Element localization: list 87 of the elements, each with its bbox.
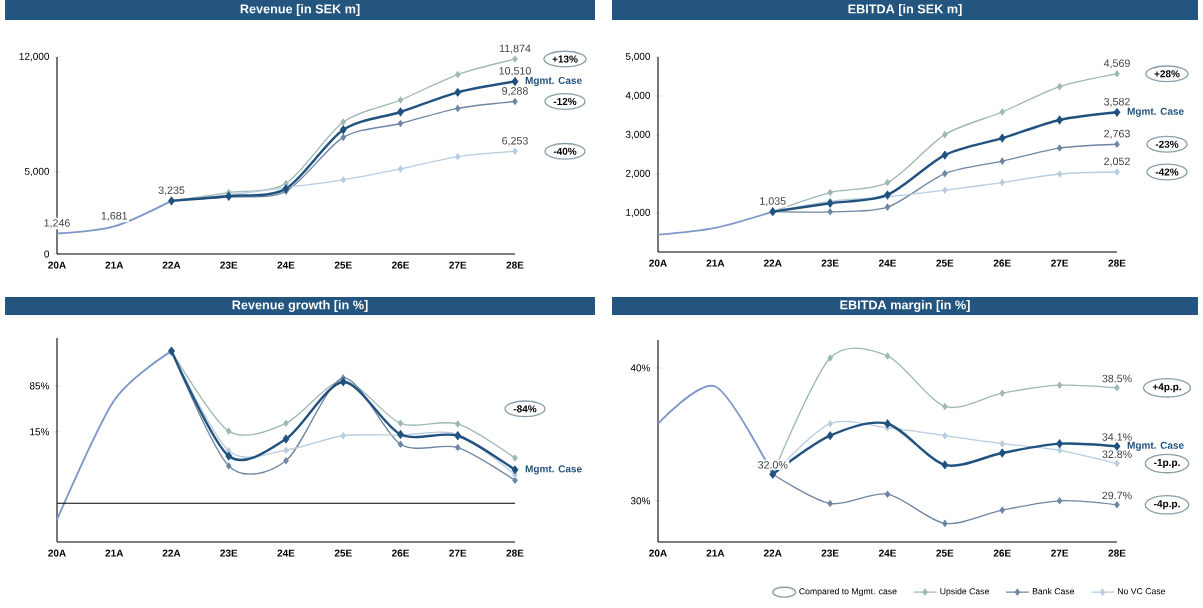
chart-title: Revenue [in SEK m]	[240, 4, 360, 16]
data-label: 4,569	[1103, 59, 1130, 69]
y-tick-label: 12,000	[19, 52, 50, 62]
x-tick-label: 25E	[334, 261, 352, 269]
data-label: 11,874	[499, 44, 531, 54]
x-tick-label: 21A	[706, 259, 725, 267]
x-tick-label: 22A	[162, 549, 181, 557]
data-label: 1,246	[44, 219, 70, 228]
x-tick-label: 28E	[506, 261, 524, 269]
series-label: Mgmt. Case	[525, 465, 582, 475]
y-tick-label: 40%	[630, 364, 651, 372]
x-tick-label: 26E	[993, 549, 1011, 557]
x-tick-label: 25E	[936, 259, 954, 267]
x-tick-label: 23E	[821, 549, 839, 557]
text: +28%	[1154, 70, 1180, 78]
x-tick-label: 27E	[1051, 259, 1069, 267]
text: -40%	[553, 147, 577, 155]
data-label: 2,763	[1104, 129, 1130, 139]
data-label: 9,288	[502, 87, 528, 96]
x-tick-label: 20A	[48, 549, 66, 557]
y-tick-label: 0	[44, 250, 50, 258]
series-label: Mgmt. Case	[1127, 107, 1184, 117]
data-label: 1,681	[101, 211, 128, 221]
text: -42%	[1155, 168, 1179, 176]
text: Compared to Mgmt. case	[799, 588, 897, 597]
x-tick-label: 20A	[649, 259, 667, 267]
x-tick-label: 28E	[506, 549, 524, 557]
chart-title: EBITDA [in SEK m]	[848, 4, 962, 16]
data-label: 3,235	[158, 186, 185, 196]
text: -12%	[553, 97, 577, 106]
x-tick-label: 22A	[763, 259, 782, 267]
x-tick-label: 24E	[878, 549, 896, 557]
x-tick-label: 21A	[706, 549, 725, 557]
data-label: 6,253	[502, 136, 528, 146]
data-label: 34.1%	[1102, 433, 1132, 441]
y-tick-label: 1,000	[626, 208, 651, 218]
y-tick-label: 2,000	[625, 169, 651, 179]
data-label: 38.5%	[1102, 374, 1132, 383]
data-label: 29.7%	[1102, 491, 1132, 500]
x-tick-label: 27E	[449, 261, 467, 269]
text: -23%	[1155, 140, 1179, 148]
x-tick-label: 26E	[391, 261, 409, 269]
y-tick-label: 30%	[630, 497, 651, 505]
x-tick-label: 20A	[649, 549, 667, 557]
chart-title: Revenue growth [in %]	[232, 300, 368, 312]
x-tick-label: 23E	[220, 549, 238, 557]
x-tick-label: 23E	[821, 259, 839, 267]
x-tick-label: 23E	[220, 261, 238, 269]
x-tick-label: 27E	[1051, 549, 1069, 557]
text: -4p.p.	[1154, 500, 1180, 510]
x-tick-label: 22A	[763, 549, 782, 557]
y-tick-label: 5,000	[24, 167, 50, 177]
data-label: 2,052	[1104, 157, 1130, 167]
y-tick-label: 85%	[29, 382, 50, 390]
chart-title: EBITDA margin [in %]	[840, 300, 970, 312]
text: +4p.p.	[1152, 383, 1181, 393]
y-tick-label: 4,000	[625, 91, 651, 101]
annotation: -84%	[513, 405, 537, 413]
y-tick-label: 5,000	[625, 52, 651, 62]
text: -1p.p.	[1154, 459, 1180, 469]
x-tick-label: 26E	[391, 549, 409, 557]
series-label: Mgmt. Case	[525, 76, 582, 86]
y-tick-label: 15%	[30, 428, 50, 436]
x-tick-label: 26E	[993, 259, 1011, 267]
text: +13%	[552, 55, 578, 63]
x-tick-label: 27E	[449, 549, 467, 557]
x-tick-label: 25E	[936, 549, 954, 557]
x-tick-label: 20A	[48, 261, 66, 269]
legend-label: Bank Case	[1032, 588, 1075, 595]
x-tick-label: 21A	[105, 261, 124, 269]
x-tick-label: 21A	[105, 549, 124, 557]
data-label: 3,582	[1104, 97, 1130, 107]
series-label: Mgmt. Case	[1127, 441, 1184, 451]
x-tick-label: 24E	[277, 549, 295, 557]
data-label: 10,510	[499, 67, 531, 76]
x-tick-label: 28E	[1108, 549, 1126, 557]
legend-label: Upside Case	[940, 588, 989, 597]
x-tick-label: 22A	[162, 261, 181, 269]
data-label: 1,035	[760, 197, 786, 207]
data-label: 32.0%	[758, 461, 788, 469]
y-tick-label: 3,000	[625, 130, 651, 140]
legend-label: No VC Case	[1117, 588, 1166, 595]
x-tick-label: 24E	[277, 261, 295, 269]
x-tick-label: 24E	[878, 259, 896, 267]
data-label: 32.8%	[1102, 450, 1132, 458]
x-tick-label: 25E	[334, 549, 352, 557]
x-tick-label: 28E	[1108, 259, 1126, 267]
